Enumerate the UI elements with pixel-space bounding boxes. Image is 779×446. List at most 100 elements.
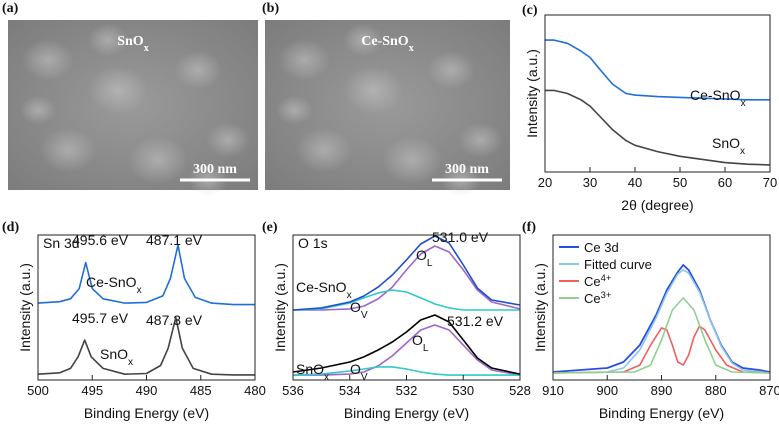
grain — [382, 136, 442, 184]
annotation: SnOx — [712, 135, 745, 157]
legend-label: Fitted curve — [584, 257, 652, 272]
grain — [276, 95, 313, 125]
legend-label: Ce4+ — [584, 273, 611, 289]
x-tick-label: 490 — [136, 383, 158, 398]
caption: SnOx — [117, 34, 149, 54]
grain — [278, 39, 331, 81]
series-line — [37, 244, 255, 306]
grain — [342, 66, 403, 114]
text-sub: x — [128, 357, 133, 368]
text-sub: V — [361, 372, 368, 383]
panel-label: (d) — [2, 220, 19, 235]
legend-label: Ce 3d — [584, 240, 619, 255]
text-sub: x — [409, 43, 414, 54]
text-base: O — [412, 332, 423, 348]
series-line — [552, 297, 771, 374]
annotation: SnOx — [100, 346, 133, 368]
x-tick-label: 495 — [81, 383, 103, 398]
grain — [206, 122, 250, 158]
text-base: Ce-SnO — [296, 279, 347, 295]
x-tick-label: 530 — [452, 383, 474, 398]
plot-frame — [37, 234, 256, 381]
grain — [40, 127, 96, 173]
text-base: O — [350, 299, 361, 315]
annotation: 531.0 eV — [432, 229, 489, 245]
series-line — [292, 235, 521, 311]
x-axis-label: Binding Energy (eV) — [599, 405, 724, 421]
annotation: OV — [350, 299, 368, 321]
x-axis-label: 2θ (degree) — [621, 197, 693, 213]
x-tick-label: 480 — [244, 383, 266, 398]
annotation: OV — [350, 361, 368, 383]
scale-bar-label: 300 nm — [193, 162, 237, 177]
text-sup: 4+ — [601, 273, 612, 283]
annotation: Ce-SnOx — [86, 274, 142, 296]
grain — [427, 50, 476, 90]
series-line — [293, 324, 521, 376]
x-tick-label: 890 — [651, 383, 673, 398]
panel-label: (b) — [262, 1, 279, 16]
text-sub: x — [324, 372, 329, 383]
annotation: Ce-SnOx — [690, 87, 746, 109]
x-tick-label: 536 — [282, 383, 304, 398]
text-sub: x — [740, 146, 745, 157]
grain — [20, 95, 56, 125]
grain — [295, 127, 352, 173]
annotation: Ce-SnOx — [296, 279, 352, 301]
annotation: 531.2 eV — [447, 313, 504, 329]
text-base: Ce-SnO — [690, 87, 741, 103]
x-tick-label: 30 — [583, 175, 597, 190]
panel-label: (c) — [522, 3, 538, 18]
x-tick-label: 500 — [27, 383, 49, 398]
annotation: OL — [412, 332, 429, 354]
y-axis-label: Intensity (a.u.) — [524, 49, 540, 138]
inset-label: O 1s — [298, 235, 328, 251]
plot-frame — [544, 14, 771, 173]
x-tick-label: 40 — [628, 175, 642, 190]
legend-label: Ce3+ — [584, 290, 611, 306]
x-tick-label: 528 — [509, 383, 531, 398]
panel-label: (f) — [522, 220, 536, 235]
x-tick-label: 534 — [339, 383, 361, 398]
inset-label: Sn 3d — [43, 235, 80, 251]
text-base: O — [350, 361, 361, 377]
text-sub: x — [144, 43, 149, 54]
text-base: SnO — [296, 361, 324, 377]
x-tick-label: 70 — [763, 175, 777, 190]
y-axis-label: Intensity (a.u.) — [272, 263, 288, 352]
annotation: 495.7 eV — [72, 310, 129, 326]
text-sup: 3+ — [601, 290, 612, 300]
y-axis-label: Intensity (a.u.) — [532, 263, 548, 352]
annotation: OL — [416, 247, 433, 269]
x-tick-label: 880 — [705, 383, 727, 398]
series-line — [292, 289, 520, 311]
text-base: SnO — [100, 346, 128, 362]
series-line — [293, 245, 521, 311]
grain — [22, 39, 74, 81]
x-tick-label: 485 — [190, 383, 212, 398]
text-sub: L — [427, 258, 433, 269]
series-line — [545, 89, 771, 166]
text-base: O — [416, 247, 427, 263]
grain — [88, 24, 128, 56]
text-base: SnO — [117, 34, 144, 49]
series-line — [37, 316, 255, 376]
series-line — [292, 366, 520, 376]
panel-label: (e) — [262, 220, 278, 235]
grain — [88, 66, 148, 114]
x-axis-label: Binding Energy (eV) — [84, 405, 209, 421]
series-line — [552, 264, 771, 373]
text-sub: x — [741, 98, 746, 109]
x-tick-label: 20 — [538, 175, 552, 190]
x-tick-label: 50 — [673, 175, 687, 190]
grain — [458, 122, 503, 158]
text-base: Ce-SnO — [361, 34, 409, 49]
series-line — [292, 314, 521, 375]
text-sub: L — [423, 343, 429, 354]
text-sub: x — [347, 290, 352, 301]
series-line — [545, 39, 770, 101]
scale-bar-label: 300 nm — [445, 162, 489, 177]
x-tick-label: 910 — [542, 383, 564, 398]
x-tick-label: 870 — [759, 383, 779, 398]
